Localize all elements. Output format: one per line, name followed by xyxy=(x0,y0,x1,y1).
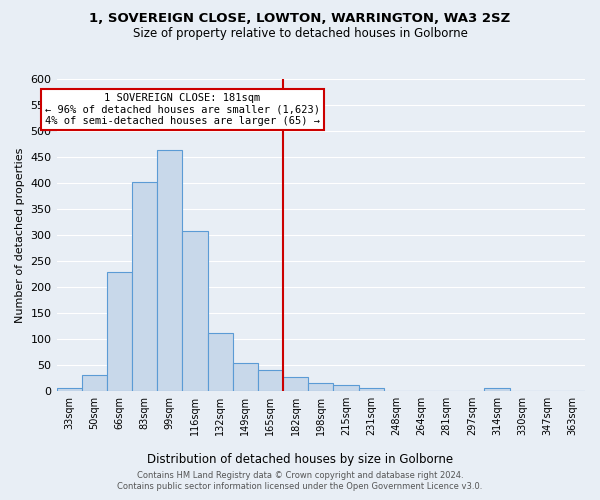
Text: 1, SOVEREIGN CLOSE, LOWTON, WARRINGTON, WA3 2SZ: 1, SOVEREIGN CLOSE, LOWTON, WARRINGTON, … xyxy=(89,12,511,26)
Y-axis label: Number of detached properties: Number of detached properties xyxy=(15,147,25,322)
Text: Contains HM Land Registry data © Crown copyright and database right 2024.: Contains HM Land Registry data © Crown c… xyxy=(137,471,463,480)
Text: Distribution of detached houses by size in Golborne: Distribution of detached houses by size … xyxy=(147,452,453,466)
Bar xyxy=(107,272,132,391)
Bar xyxy=(157,150,182,391)
Text: 1 SOVEREIGN CLOSE: 181sqm
← 96% of detached houses are smaller (1,623)
4% of sem: 1 SOVEREIGN CLOSE: 181sqm ← 96% of detac… xyxy=(45,93,320,126)
Bar xyxy=(308,384,334,391)
Bar xyxy=(484,388,509,391)
Bar xyxy=(233,363,258,391)
Bar xyxy=(334,384,359,391)
Bar xyxy=(56,388,82,391)
Text: Size of property relative to detached houses in Golborne: Size of property relative to detached ho… xyxy=(133,28,467,40)
Bar xyxy=(182,230,208,391)
Bar xyxy=(258,370,283,391)
Text: Contains public sector information licensed under the Open Government Licence v3: Contains public sector information licen… xyxy=(118,482,482,491)
Bar xyxy=(283,376,308,391)
Bar xyxy=(208,333,233,391)
Bar xyxy=(359,388,383,391)
Bar xyxy=(132,182,157,391)
Bar xyxy=(82,375,107,391)
